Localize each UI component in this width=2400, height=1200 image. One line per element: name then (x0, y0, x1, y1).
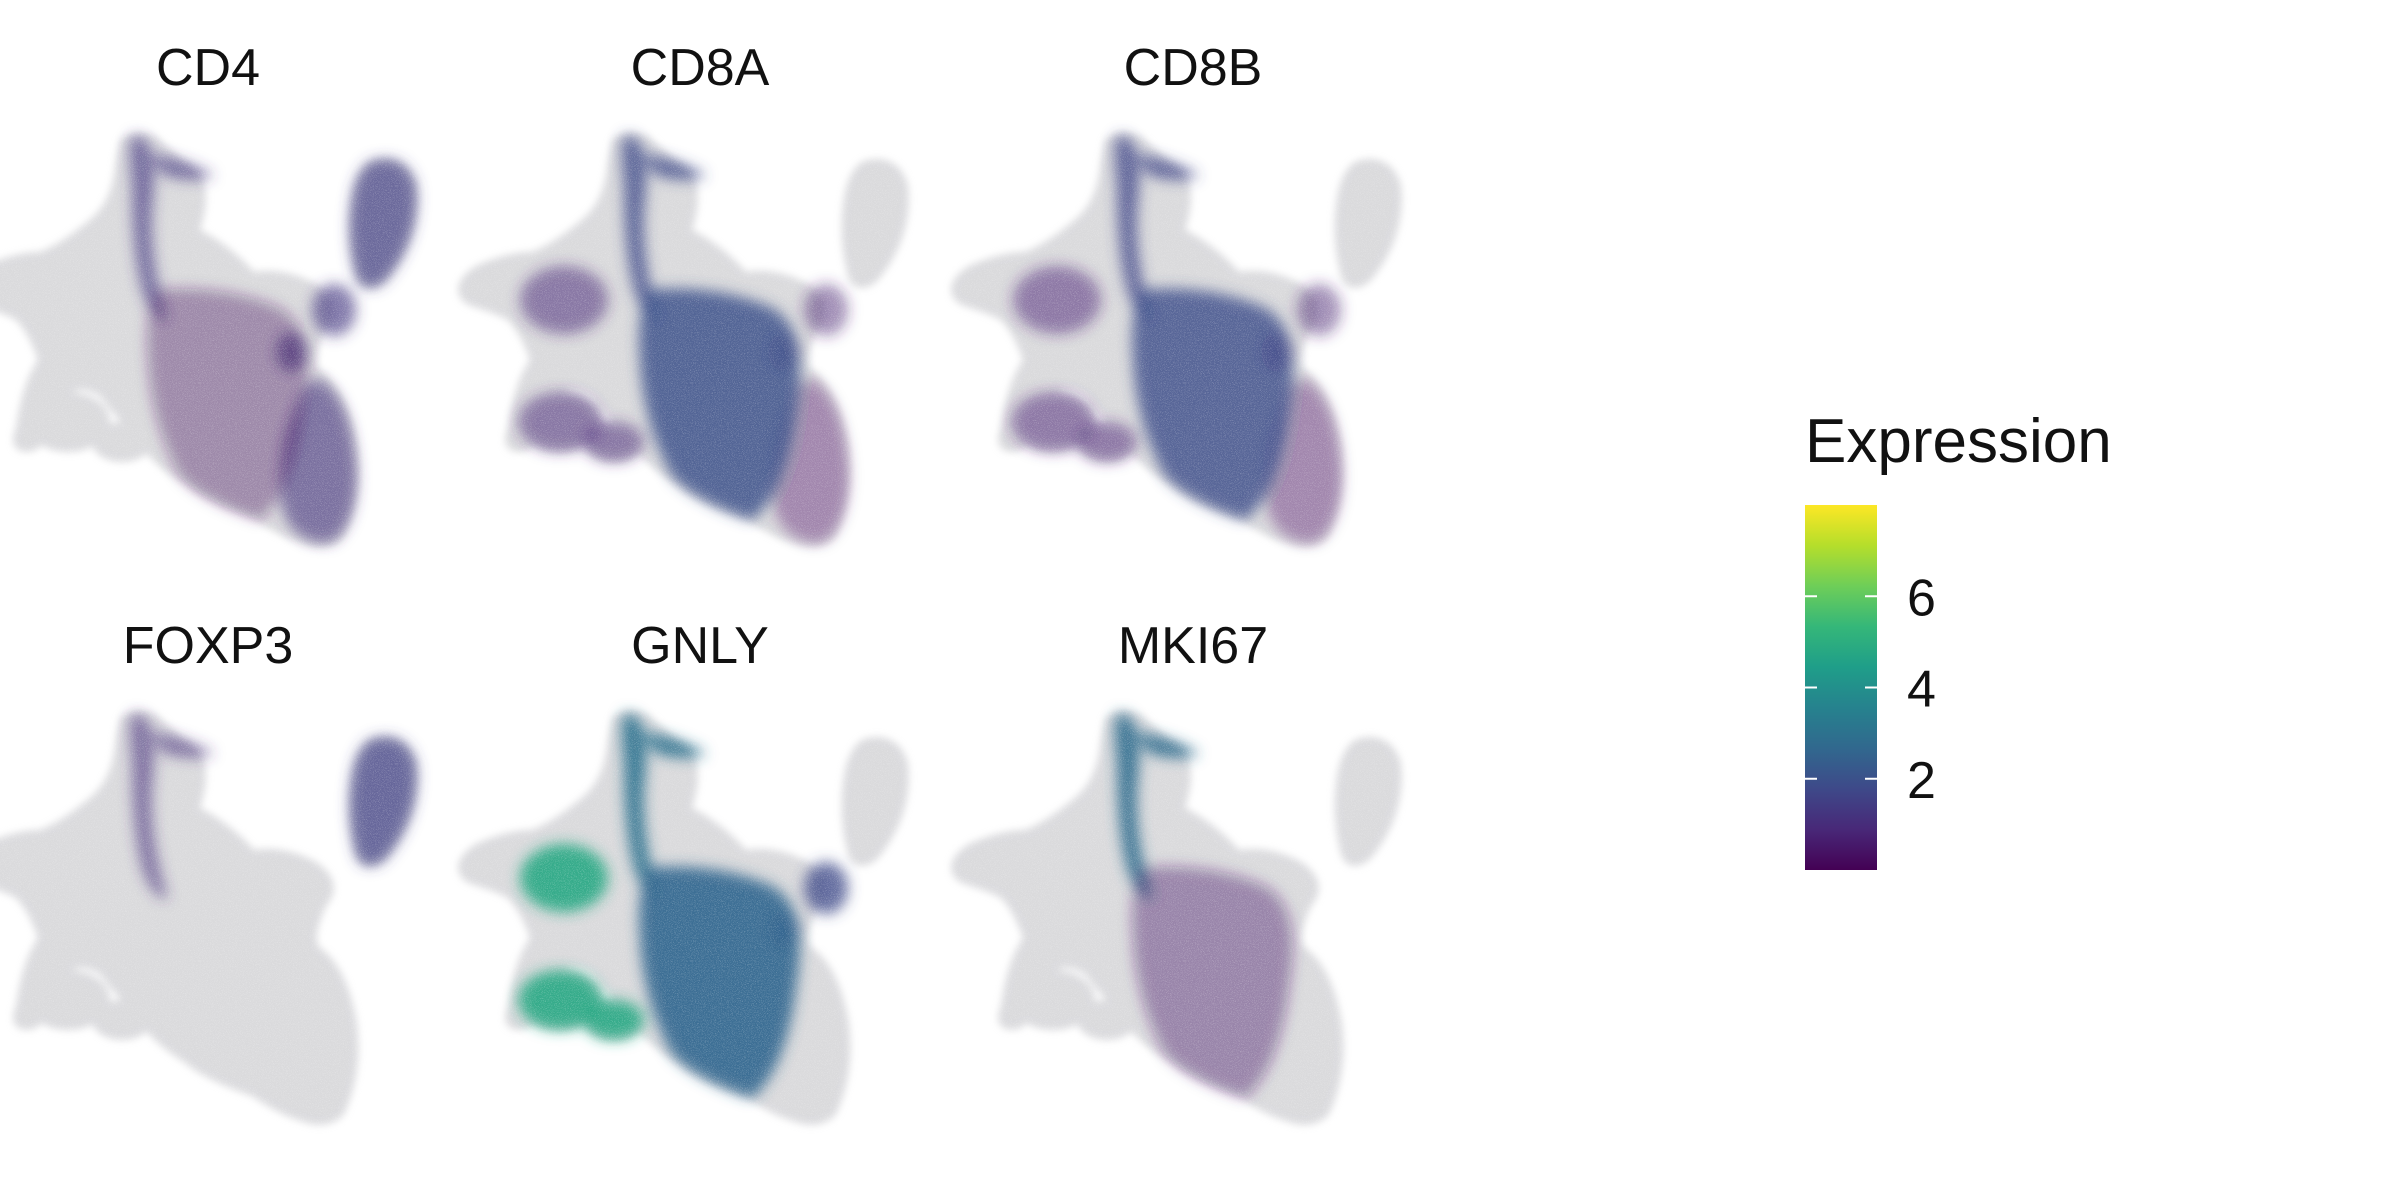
expression-legend: Expression 2 4 6 (1805, 407, 2112, 870)
panel-title: CD4 (156, 39, 260, 97)
tick-label: 6 (1907, 569, 1936, 627)
point-texture (0, 110, 430, 570)
point-texture (442, 110, 922, 570)
point-texture (442, 688, 922, 1148)
panel-foxp3: FOXP3 (0, 617, 430, 1148)
panel-cd4: CD4 (0, 39, 430, 570)
panel-title: GNLY (631, 617, 769, 675)
panel-title: MKI67 (1118, 617, 1268, 675)
feature-panels: CD4 CD8A CD8B FOXP3 GNLY MKI67 (0, 39, 1415, 1148)
panel-cd8a: CD8A (442, 39, 922, 570)
panel-cd8b: CD8B (935, 39, 1415, 570)
panel-title: CD8A (631, 39, 770, 97)
tick-label: 2 (1907, 752, 1936, 810)
point-texture (935, 110, 1415, 570)
tick-label: 4 (1907, 661, 1936, 719)
panel-title: FOXP3 (123, 617, 294, 675)
panel-title: CD8B (1124, 39, 1263, 97)
legend-title: Expression (1805, 407, 2112, 476)
colorbar-ticks: 2 4 6 (1805, 569, 1936, 810)
point-texture (0, 688, 430, 1148)
point-texture (935, 688, 1415, 1148)
panel-gnly: GNLY (442, 617, 922, 1148)
panel-mki67: MKI67 (935, 617, 1415, 1148)
